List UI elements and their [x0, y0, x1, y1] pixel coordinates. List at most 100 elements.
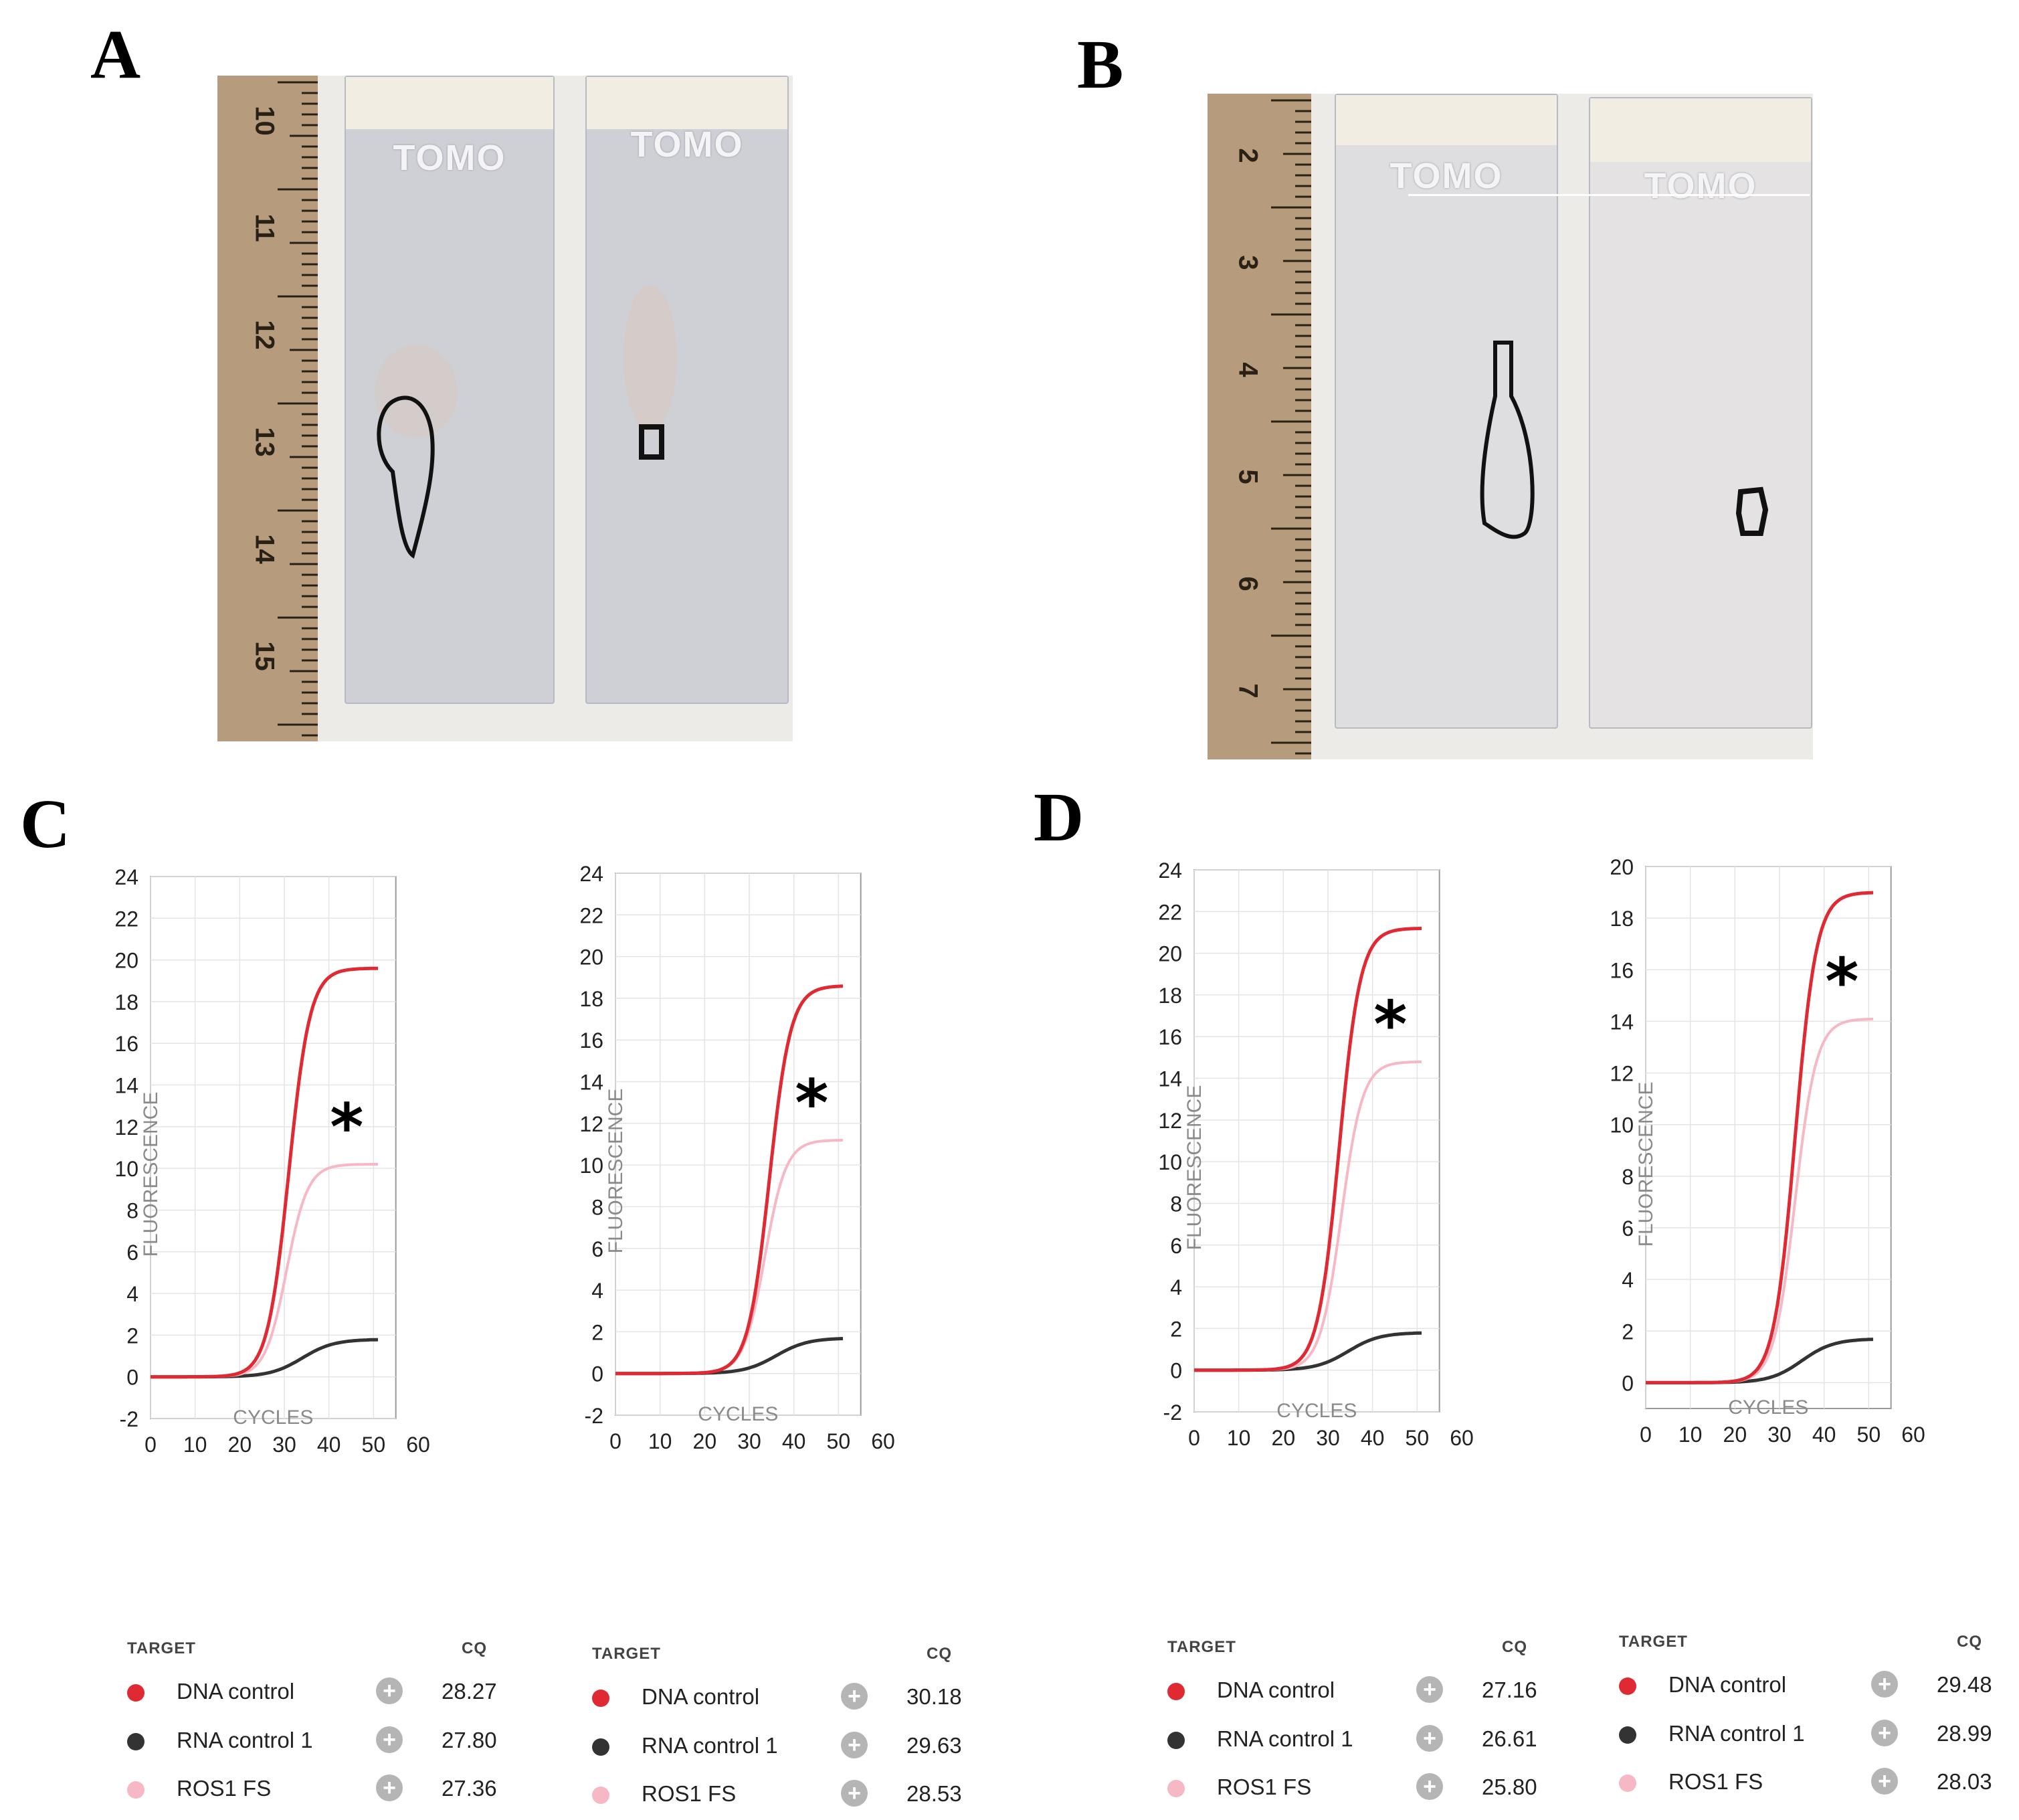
significance-asterisk: *: [330, 1090, 363, 1165]
y-tick-label: 6: [1622, 1216, 1634, 1241]
cq-value: 27.80: [442, 1728, 497, 1752]
series-name: RNA control 1: [177, 1728, 313, 1752]
ruler-ticks: [278, 81, 318, 737]
chart-legend: TARGET CQ DNA control + 29.48 RNA contro…: [1619, 1633, 2007, 1800]
series-color-dot: [1619, 1726, 1636, 1744]
y-axis-title: FLUORESCENCE: [1635, 1082, 1657, 1247]
legend-row: RNA control 1 + 29.63: [592, 1730, 980, 1765]
slide-label: TOMO: [630, 124, 744, 165]
legend-row: ROS1 FS + 25.80: [1167, 1772, 1555, 1807]
series-line: [1194, 927, 1422, 1372]
ruler-number: 11: [250, 213, 280, 242]
legend-row: DNA control + 27.16: [1167, 1675, 1555, 1710]
x-tick-label: 40: [782, 1429, 806, 1453]
legend-cq-header: CQ: [927, 1645, 952, 1663]
y-tick-label: 4: [1170, 1275, 1182, 1299]
y-axis-title: FLUORESCENCE: [605, 1089, 627, 1254]
white-line-artifact: [1408, 194, 1810, 196]
x-tick-label: 10: [1227, 1426, 1251, 1450]
series-line: [615, 984, 844, 1376]
y-tick-label: 6: [1170, 1234, 1182, 1258]
series-color-dot: [1619, 1774, 1636, 1792]
y-tick-label: 16: [114, 1032, 138, 1056]
series-color-dot: [1619, 1677, 1636, 1695]
x-tick-label: 50: [827, 1429, 851, 1453]
panel-label-c: C: [20, 786, 71, 862]
ruler-ticks: [1271, 99, 1311, 755]
y-tick-label: 12: [114, 1115, 138, 1140]
slide-frosted-end: [1336, 95, 1557, 145]
y-tick-label: 24: [579, 862, 603, 886]
cq-value: 27.16: [1482, 1677, 1537, 1702]
x-tick-label: 20: [1723, 1423, 1747, 1447]
y-tick-label: 18: [579, 987, 603, 1011]
plus-icon[interactable]: +: [841, 1732, 868, 1758]
series-color-dot: [127, 1733, 145, 1750]
y-tick-label: 20: [114, 949, 138, 973]
y-tick-label: 16: [579, 1028, 603, 1053]
ruler: 10 11 12 13 14 15: [217, 76, 318, 741]
plus-icon[interactable]: +: [1416, 1676, 1443, 1703]
legend-cq-header: CQ: [1502, 1638, 1527, 1656]
plus-icon[interactable]: +: [1416, 1773, 1443, 1800]
plus-icon[interactable]: +: [376, 1726, 403, 1753]
glass-slide: TOMO: [1335, 94, 1558, 729]
slide-label: TOMO: [1389, 156, 1503, 196]
plus-icon[interactable]: +: [376, 1774, 403, 1801]
plus-icon[interactable]: +: [841, 1683, 868, 1710]
ruler-number: 4: [1233, 362, 1263, 377]
y-tick-label: 10: [1610, 1113, 1634, 1138]
panel-label-a: A: [90, 16, 141, 93]
x-tick-label: 30: [737, 1429, 761, 1453]
cq-value: 25.80: [1482, 1774, 1537, 1799]
cq-value: 28.53: [906, 1781, 962, 1806]
y-tick-label: 2: [1170, 1317, 1182, 1341]
qpcr-amplification-chart: 0 2 4 6 8 10 12 14 16 18 20 0 10 20 30 40 50 60 CYCLES FLUO…: [1610, 855, 1925, 1447]
tissue-outline-marking: [375, 345, 458, 559]
y-tick-label: -2: [1163, 1400, 1182, 1425]
series-name: DNA control: [177, 1679, 295, 1704]
y-tick-label: 8: [1170, 1192, 1182, 1216]
glass-slide: TOMO: [1589, 97, 1812, 729]
ruler-number: 2: [1233, 148, 1263, 163]
glass-slide: TOMO: [345, 76, 555, 704]
slide-frosted-end: [587, 77, 787, 129]
series-color-dot: [127, 1684, 145, 1702]
y-tick-label: 2: [126, 1324, 138, 1348]
series-color-dot: [1167, 1683, 1185, 1700]
x-tick-label: 20: [228, 1433, 252, 1457]
x-tick-label: 10: [183, 1433, 207, 1457]
plot-frame: [615, 873, 862, 1416]
x-tick-label: 50: [362, 1433, 386, 1457]
ruler-number: 12: [250, 320, 280, 350]
x-tick-label: 40: [1812, 1423, 1836, 1447]
series-color-dot: [1167, 1780, 1185, 1797]
legend-row: DNA control + 30.18: [592, 1681, 980, 1716]
y-tick-label: 0: [1622, 1371, 1634, 1395]
plus-icon[interactable]: +: [1416, 1725, 1443, 1752]
plus-icon[interactable]: +: [376, 1677, 403, 1704]
plus-icon[interactable]: +: [841, 1780, 868, 1807]
cq-value: 27.36: [442, 1776, 497, 1801]
significance-asterisk: *: [795, 1066, 828, 1141]
plus-icon[interactable]: +: [1871, 1720, 1898, 1746]
y-tick-label: 12: [1610, 1062, 1634, 1086]
y-tick-label: 8: [1622, 1165, 1634, 1189]
plus-icon[interactable]: +: [1871, 1768, 1898, 1795]
photo-panel-b: 2 3 4 5 6 7 TOMO TOMO: [1208, 94, 1813, 759]
legend-target-header: TARGET: [127, 1639, 196, 1657]
series-name: DNA control: [642, 1684, 760, 1709]
y-tick-label: 6: [591, 1237, 603, 1261]
y-tick-label: 10: [114, 1157, 138, 1181]
tissue-outline-marking: [1480, 341, 1535, 539]
x-tick-label: 40: [317, 1433, 341, 1457]
legend-cq-header: CQ: [1957, 1633, 1982, 1651]
x-tick-label: 0: [609, 1429, 621, 1453]
photo-panel-a: 10 11 12 13 14 15 TOMO TOMO: [217, 76, 793, 741]
plus-icon[interactable]: +: [1871, 1671, 1898, 1698]
legend-row: ROS1 FS + 28.03: [1619, 1766, 2007, 1801]
x-tick-label: 40: [1361, 1426, 1385, 1450]
